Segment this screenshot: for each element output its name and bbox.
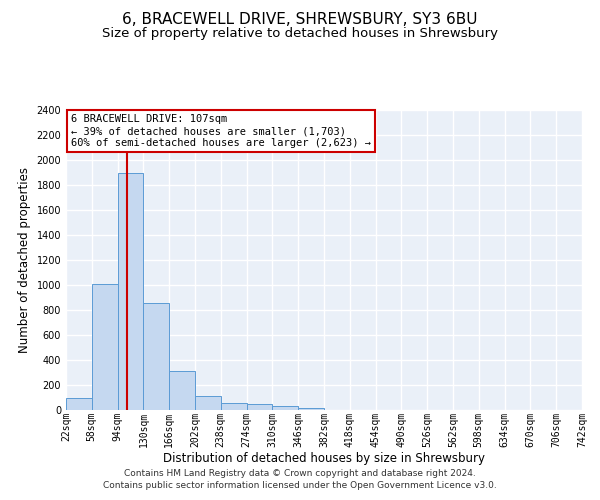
Bar [272,406,298,410]
Text: Size of property relative to detached houses in Shrewsbury: Size of property relative to detached ho… [102,28,498,40]
Bar [298,408,324,410]
Bar [169,370,195,410]
Text: Contains public sector information licensed under the Open Government Licence v3: Contains public sector information licen… [103,481,497,490]
Y-axis label: Number of detached properties: Number of detached properties [18,167,31,353]
Bar [247,404,272,410]
Text: Contains HM Land Registry data © Crown copyright and database right 2024.: Contains HM Land Registry data © Crown c… [124,468,476,477]
Bar [66,398,92,410]
Bar [221,403,247,410]
X-axis label: Distribution of detached houses by size in Shrewsbury: Distribution of detached houses by size … [163,452,485,465]
Text: 6 BRACEWELL DRIVE: 107sqm
← 39% of detached houses are smaller (1,703)
60% of se: 6 BRACEWELL DRIVE: 107sqm ← 39% of detac… [71,114,371,148]
Bar [118,172,143,410]
Text: 6, BRACEWELL DRIVE, SHREWSBURY, SY3 6BU: 6, BRACEWELL DRIVE, SHREWSBURY, SY3 6BU [122,12,478,28]
Bar [195,396,221,410]
Bar [92,284,118,410]
Bar [143,302,169,410]
